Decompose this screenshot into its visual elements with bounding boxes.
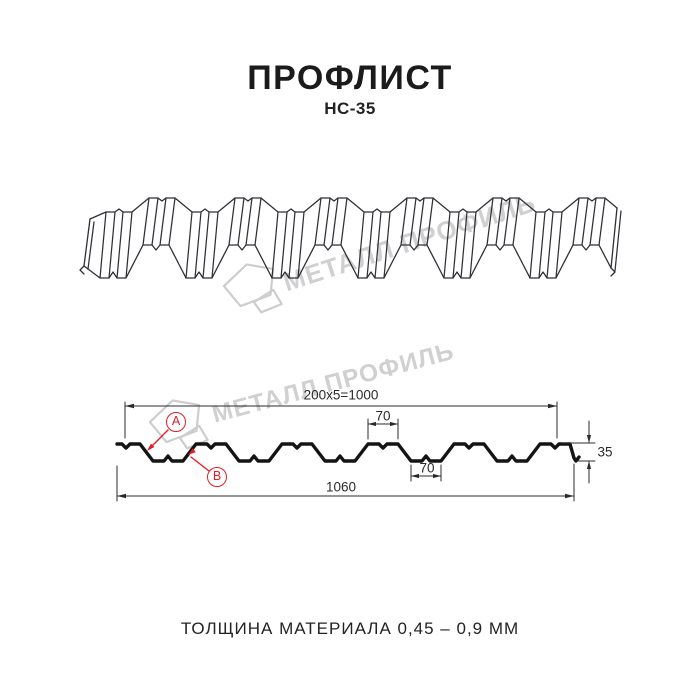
dimension-module-width: 200x5=1000	[303, 387, 379, 403]
watermark-text: МЕТАЛЛ ПРОФИЛЬ	[209, 337, 458, 429]
side-a-marker: А	[166, 412, 186, 432]
page-title: ПРОФЛИСТ	[247, 59, 453, 97]
dimension-profile-height: 35	[597, 444, 613, 460]
dimension-total-width: 1060	[325, 479, 357, 495]
side-b-marker: В	[207, 467, 227, 487]
dimension-flange-bottom: 70	[419, 460, 435, 476]
material-thickness-note: ТОЛЩИНА МАТЕРИАЛА 0,45 – 0,9 ММ	[180, 619, 520, 638]
dimension-flange-top: 70	[375, 408, 391, 424]
metall-profil-logo-icon	[215, 254, 288, 323]
profile-model-label: НС-35	[324, 99, 376, 118]
watermark-text: МЕТАЛЛ ПРОФИЛЬ	[279, 187, 540, 298]
